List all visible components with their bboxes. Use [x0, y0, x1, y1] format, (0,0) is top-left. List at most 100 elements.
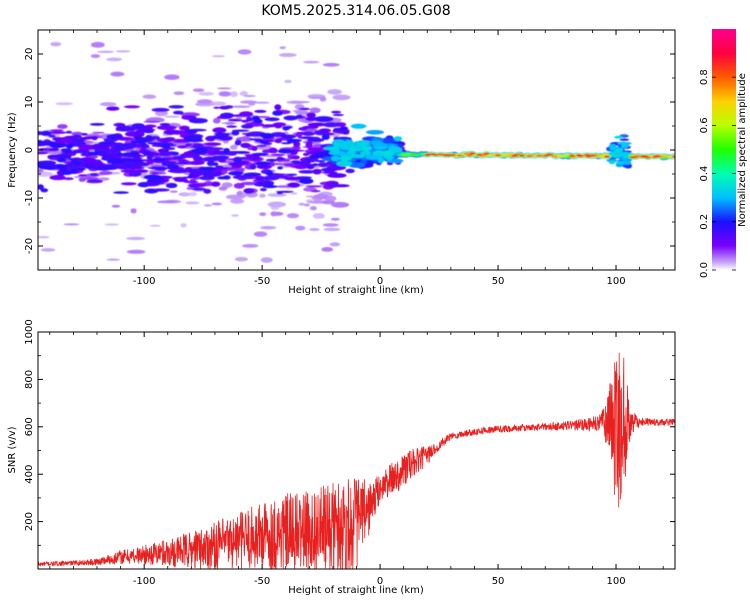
heatmap-cell [240, 100, 258, 104]
heatmap-cell [322, 62, 340, 67]
x-tick-label: 100 [606, 576, 625, 587]
heatmap-cell [429, 153, 436, 156]
heatmap-cell [604, 155, 611, 158]
heatmap-cell [98, 177, 110, 181]
heatmap-cell [185, 201, 200, 205]
heatmap-cell [143, 174, 162, 180]
heatmap-cell [99, 102, 117, 107]
heatmap-cell [218, 186, 228, 191]
heatmap-cell [262, 185, 278, 189]
snr-frame [37, 331, 676, 570]
heatmap-cell [317, 162, 330, 168]
heatmap-cell [313, 213, 325, 219]
heatmap-cell [89, 173, 99, 177]
heatmap-cell [476, 153, 483, 157]
heatmap-cell [292, 155, 300, 160]
heatmap-cell [233, 151, 251, 154]
heatmap-cell [69, 167, 86, 171]
heatmap-cell [113, 145, 127, 152]
heatmap-cell [82, 177, 100, 181]
heatmap-cell [266, 170, 274, 177]
heatmap-cell [229, 144, 238, 150]
heatmap-cell [134, 169, 149, 174]
heatmap-cell [271, 211, 284, 216]
heatmap-cell [211, 202, 223, 206]
heatmap-cell [246, 116, 253, 122]
heatmap-cell [152, 157, 168, 162]
heatmap-cell [275, 190, 294, 193]
heatmap-cell [227, 118, 243, 122]
colorbar-tick-label: 0.0 [699, 262, 710, 278]
heatmap-cell [54, 177, 65, 180]
heatmap-cell [166, 129, 179, 134]
heatmap-cell [110, 71, 125, 77]
heatmap-cell [159, 151, 172, 157]
heatmap-cell [349, 147, 358, 152]
heatmap-cell [309, 96, 322, 99]
heatmap-cell [322, 122, 340, 128]
heatmap-cell [151, 107, 170, 112]
heatmap-cell [173, 110, 184, 115]
heatmap-cell [133, 136, 143, 140]
heatmap-cell [174, 178, 189, 182]
heatmap-cell [331, 110, 342, 114]
heatmap-cell [117, 153, 126, 157]
heatmap-cell [614, 135, 623, 139]
heatmap-cell [192, 88, 205, 92]
heatmap-cell [205, 147, 224, 151]
x-tick-label: 0 [377, 276, 383, 287]
heatmap-cell [261, 175, 280, 181]
heatmap-cell [608, 160, 616, 165]
chart-title: KOM5.2025.314.06.05.G08 [261, 3, 450, 19]
colorbar-label: Normalized spectral amplitude [737, 73, 748, 227]
heatmap-cell [279, 46, 286, 50]
snr-x-label: Height of straight line (km) [288, 585, 424, 596]
heatmap-cell [290, 101, 311, 104]
snr-series-line [38, 352, 675, 569]
y-tick-label: 0 [24, 147, 35, 153]
heatmap-blobs [38, 41, 675, 263]
heatmap-cell [568, 154, 575, 157]
y-tick-label: 10 [24, 96, 35, 109]
heatmap-cell [233, 156, 243, 163]
heatmap-cell [128, 171, 142, 177]
heatmap-cell [251, 152, 269, 157]
heatmap-cell [121, 142, 139, 147]
heatmap-cell [131, 140, 147, 144]
heatmap-cell [377, 157, 384, 164]
heatmap-cell [244, 154, 254, 157]
heatmap-cell [80, 133, 88, 136]
heatmap-cell [332, 94, 351, 101]
heatmap-cell [302, 60, 320, 64]
heatmap-cell [526, 155, 533, 158]
heatmap-cell [154, 143, 170, 146]
heatmap-cell [224, 105, 234, 109]
heatmap-cell [332, 113, 344, 117]
heatmap-cell [260, 188, 267, 192]
heatmap-cell [178, 192, 191, 197]
heatmap-cell [213, 132, 232, 135]
heatmap-cell [345, 168, 355, 174]
heatmap-cell [314, 130, 329, 136]
heatmap-cell [189, 184, 200, 188]
heatmap-cell [99, 171, 113, 175]
heatmap-cell [327, 89, 342, 95]
y-tick-label: 600 [24, 417, 35, 436]
heatmap-cell [212, 162, 219, 167]
heatmap-cell [113, 191, 129, 194]
heatmap-cell [212, 127, 227, 134]
heatmap-cell [104, 223, 120, 226]
heatmap-cell [284, 79, 292, 84]
heatmap-cell [231, 130, 240, 136]
heatmap-cell [341, 131, 350, 135]
heatmap-cell [621, 144, 629, 149]
heatmap-cell [619, 138, 630, 141]
heatmap-cell [168, 105, 184, 109]
heatmap-cell [585, 155, 592, 158]
heatmap-cell [261, 124, 278, 128]
heatmap-cell [47, 154, 63, 159]
heatmap-cell [143, 130, 154, 134]
heatmap-cell [240, 181, 258, 186]
heatmap-cell [202, 173, 222, 177]
